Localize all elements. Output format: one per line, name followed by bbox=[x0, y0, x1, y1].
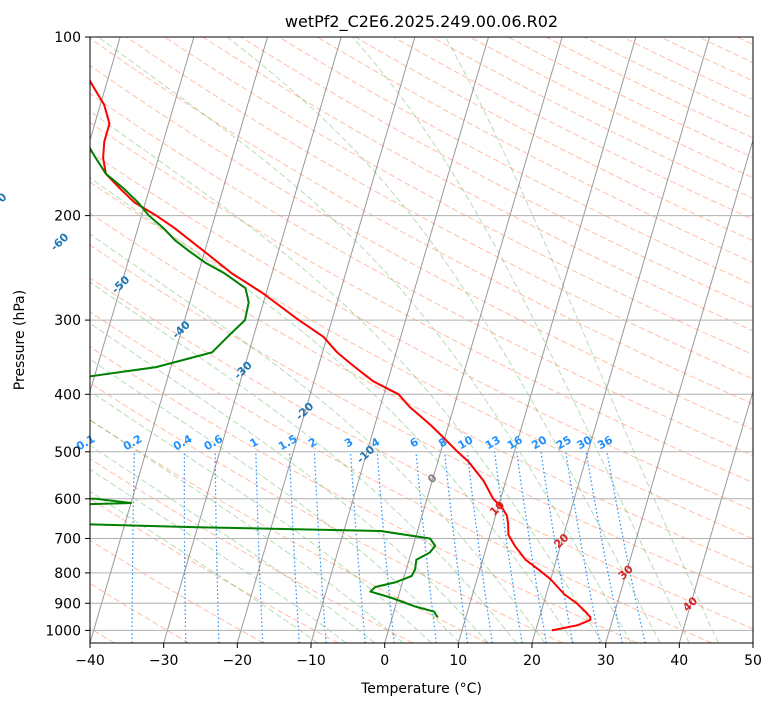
moist-adiabat bbox=[445, 37, 719, 643]
dry-adiabat bbox=[90, 458, 414, 643]
dry-adiabat bbox=[240, 37, 753, 309]
plot-background bbox=[90, 37, 753, 643]
mixing-ratio-line bbox=[289, 451, 300, 643]
y-axis-ticks: 100 200 300 400 500 600 700 800 900 1000 bbox=[45, 30, 90, 639]
y-tick-label: 200 bbox=[54, 209, 81, 225]
x-axis-label: Temperature (°C) bbox=[360, 681, 482, 697]
isotherm-line bbox=[531, 37, 710, 643]
moist-adiabat bbox=[90, 468, 347, 643]
isotherm-line bbox=[90, 37, 121, 142]
moist-adiabat bbox=[226, 37, 661, 643]
y-tick-label: 800 bbox=[54, 566, 81, 582]
mixing-ratio-line bbox=[255, 451, 264, 643]
dry-adiabat bbox=[90, 121, 753, 484]
x-tick-label: 20 bbox=[523, 653, 541, 669]
mixing-ratio-line bbox=[350, 451, 366, 643]
moist-adiabat bbox=[98, 37, 632, 643]
x-axis-ticks: −40 −30 −20 −10 0 10 20 30 40 50 bbox=[75, 643, 762, 669]
moist-adiabat bbox=[90, 110, 603, 643]
dry-adiabat bbox=[90, 37, 753, 405]
x-tick-label: −10 bbox=[296, 653, 326, 669]
dry-adiabat bbox=[469, 37, 753, 179]
isotherm-line bbox=[310, 37, 489, 643]
dry-adiabat bbox=[90, 212, 753, 569]
mixing-ratio-line bbox=[466, 451, 493, 643]
x-tick-label: 10 bbox=[449, 653, 467, 669]
dry-adiabat bbox=[278, 37, 753, 286]
moist-adiabat bbox=[90, 444, 376, 643]
y-tick-label: 100 bbox=[54, 30, 81, 46]
isotherm-line bbox=[90, 37, 268, 643]
x-tick-label: −30 bbox=[149, 653, 179, 669]
isotherm-line bbox=[457, 37, 637, 643]
isotherm-line bbox=[678, 389, 753, 643]
moist-adiabat bbox=[90, 177, 575, 643]
temperature-trace bbox=[90, 78, 592, 632]
dry-adiabat bbox=[164, 37, 753, 356]
x-tick-label: −20 bbox=[223, 653, 253, 669]
isotherm-label: -70 bbox=[0, 190, 10, 213]
dewpoint-trace bbox=[90, 146, 439, 618]
moist-adiabat bbox=[90, 233, 546, 643]
y-tick-label: 400 bbox=[54, 387, 81, 403]
dry-adiabat bbox=[126, 37, 753, 380]
mixing-ratio-line bbox=[444, 451, 469, 643]
moist-adiabat bbox=[90, 322, 489, 643]
mixing-ratio-line bbox=[313, 451, 327, 643]
x-tick-label: −40 bbox=[75, 653, 105, 669]
y-tick-label: 300 bbox=[54, 313, 81, 329]
isotherm-line bbox=[384, 37, 563, 643]
isotherm-lines bbox=[90, 37, 753, 643]
dry-adiabat bbox=[90, 92, 753, 457]
dry-adiabat bbox=[90, 244, 753, 599]
chart-title: wetPf2_C2E6.2025.249.00.06.R02 bbox=[285, 12, 558, 32]
moist-adiabat bbox=[90, 358, 461, 643]
pressure-gridlines bbox=[90, 37, 753, 631]
dry-adiabat bbox=[90, 539, 264, 643]
y-axis-label: Pressure (hPa) bbox=[12, 290, 28, 390]
dry-adiabat bbox=[355, 37, 753, 242]
mixing-ratio-line bbox=[376, 451, 395, 643]
y-tick-label: 900 bbox=[54, 596, 81, 612]
mixing-ratio-line bbox=[565, 451, 601, 643]
dry-adiabat bbox=[507, 37, 753, 159]
dry-adiabat bbox=[90, 181, 753, 540]
dry-adiabat bbox=[90, 311, 712, 643]
isotherm-line bbox=[605, 138, 753, 643]
dry-adiabat bbox=[393, 37, 753, 220]
y-tick-label: 500 bbox=[54, 445, 81, 461]
isotherm-line bbox=[163, 37, 342, 643]
y-tick-label: 600 bbox=[54, 492, 81, 508]
dry-adiabat bbox=[90, 277, 753, 630]
moist-adiabat bbox=[352, 37, 690, 643]
x-tick-label: 30 bbox=[597, 653, 615, 669]
dry-adiabat bbox=[90, 382, 563, 643]
x-tick-label: 0 bbox=[380, 653, 389, 669]
isotherm-line bbox=[90, 37, 195, 394]
mixing-ratio-line bbox=[585, 451, 623, 643]
y-tick-label: 700 bbox=[54, 532, 81, 548]
mixing-ratio-line bbox=[415, 451, 437, 643]
x-tick-label: 40 bbox=[670, 653, 688, 669]
plot-frame bbox=[89, 36, 754, 644]
x-tick-label: 50 bbox=[744, 653, 762, 669]
y-tick-label: 1000 bbox=[45, 623, 81, 639]
sounding-traces bbox=[90, 78, 592, 632]
